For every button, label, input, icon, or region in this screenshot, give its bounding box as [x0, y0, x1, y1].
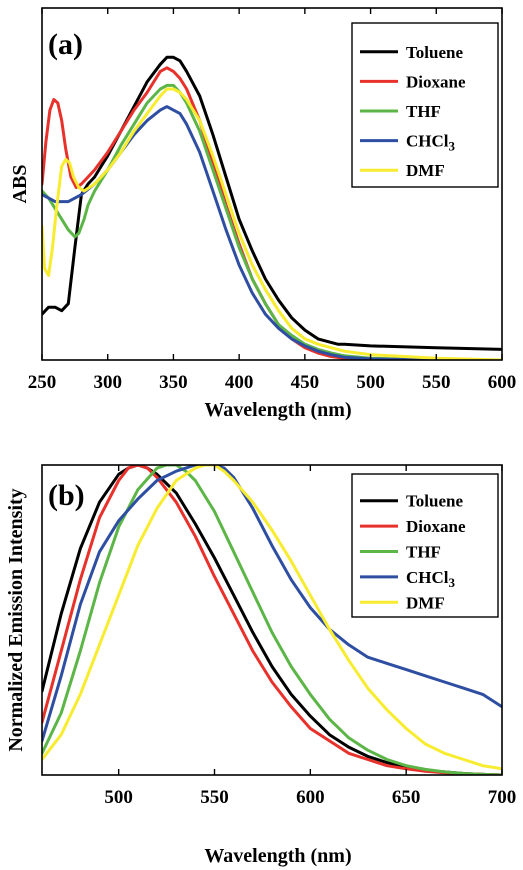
- x-tick-label-a: 600: [488, 372, 517, 393]
- series-line-a-dmf: [42, 87, 502, 360]
- x-tick-label-b: 500: [104, 787, 133, 808]
- legend-label-dmf: DMF: [406, 161, 445, 180]
- panel-label-a: (a): [48, 28, 83, 61]
- panel-a: 250 300 350 400 450 500 550 600 (a) Wavelength …: [9, 7, 517, 421]
- legend-label-toluene: Toluene: [406, 43, 463, 62]
- series-layer-b: [42, 465, 502, 775]
- legend-box-b: [351, 473, 499, 618]
- series-line-a-chcl3: [42, 105, 502, 360]
- x-tick-label-b: 700: [488, 787, 517, 808]
- legend-label-dioxane: Dioxane: [406, 517, 466, 536]
- series-layer-a: [42, 55, 502, 360]
- x-tick-label-a: 400: [225, 372, 254, 393]
- x-axis-label-b: Wavelength (nm): [204, 845, 351, 867]
- y-axis-label-b: Normalized Emission Intensity: [5, 488, 27, 751]
- legend-box-a: [351, 22, 499, 188]
- y-axis-label-a: ABS: [9, 165, 31, 204]
- panel-b: 500 550 600 650 700 (b) Wavelength (nm) Norm…: [5, 464, 516, 867]
- x-tick-label-b: 650: [392, 787, 421, 808]
- legend-b: Toluene Dioxane THF CHCl3 DMF: [351, 473, 499, 618]
- x-tick-label-a: 450: [291, 372, 320, 393]
- legend-label-thf: THF: [406, 102, 441, 121]
- series-line-a-thf: [42, 83, 502, 360]
- x-tick-label-a: 550: [422, 372, 451, 393]
- plot-frame-a: [41, 7, 503, 361]
- legend-label-base: CHCl: [406, 132, 449, 151]
- series-line-a-toluene: [42, 55, 502, 351]
- x-tick-label-a: 350: [159, 372, 188, 393]
- panel-label-b: (b): [48, 479, 85, 512]
- legend-label-chcl3: CHCl3: [406, 568, 456, 590]
- x-axis-label-a: Wavelength (nm): [204, 399, 351, 421]
- series-line-b-dmf: [42, 465, 502, 771]
- x-tick-label-a: 300: [93, 372, 122, 393]
- x-ticks-b: 500 550 600 650 700: [104, 465, 516, 808]
- legend-label-dmf: DMF: [406, 593, 445, 612]
- legend-label-thf: THF: [406, 543, 441, 562]
- x-tick-label-a: 500: [356, 372, 385, 393]
- legend-a: Toluene Dioxane THF CHCl3 DMF: [351, 22, 499, 188]
- series-line-b-dioxane: [42, 465, 502, 775]
- x-tick-label-a: 250: [28, 372, 57, 393]
- legend-label-base: CHCl: [406, 568, 449, 587]
- series-line-a-dioxane: [42, 66, 502, 360]
- x-ticks-a: 250 300 350 400 450 500 550 600: [28, 8, 517, 393]
- legend-label-subscript: 3: [449, 575, 456, 590]
- series-line-b-chcl3: [42, 465, 502, 743]
- legend-label-chcl3: CHCl3: [406, 132, 456, 154]
- x-tick-label-b: 600: [296, 787, 325, 808]
- x-tick-label-b: 550: [200, 787, 229, 808]
- plot-frame-b: [41, 464, 503, 776]
- legend-label-subscript: 3: [449, 139, 456, 154]
- legend-label-dioxane: Dioxane: [406, 72, 466, 91]
- legend-label-toluene: Toluene: [406, 492, 463, 511]
